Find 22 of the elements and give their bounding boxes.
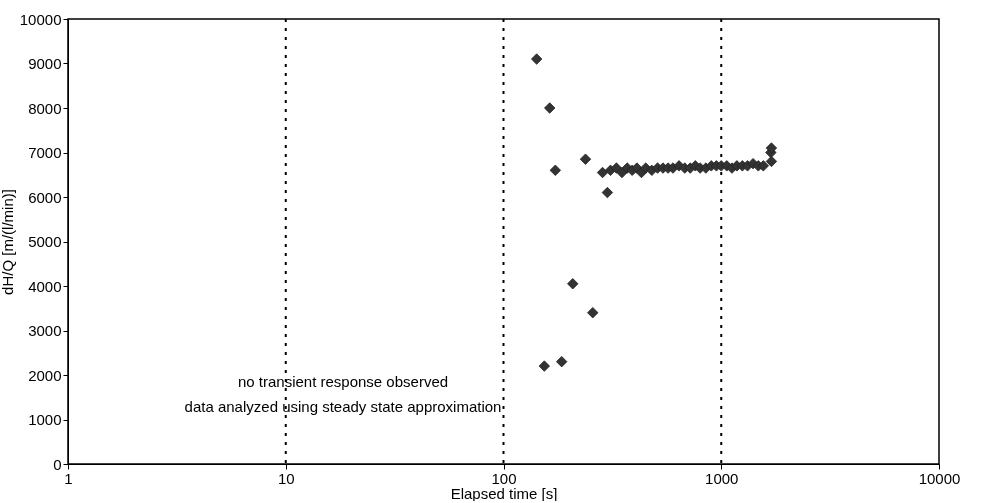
y-tick-label: 4000 [28, 277, 62, 295]
y-tick-label: 3000 [28, 322, 62, 339]
annotation: no transient response observed [237, 373, 449, 390]
point [587, 307, 599, 319]
x-tick-label: 100 [491, 469, 517, 487]
y-tick-label: 10000 [19, 10, 62, 28]
y-tick-label: 0 [53, 455, 62, 473]
x-axis-title: Elapsed time [s] [450, 484, 558, 502]
x-tick-label: 1000 [705, 469, 739, 487]
x-tick-label: 1 [64, 469, 73, 487]
y-tick-label: 5000 [28, 233, 62, 250]
x-tick-label: 10 [277, 469, 295, 487]
annotation: data analyzed using steady state approximation [184, 398, 502, 415]
y-tick-label: 1000 [28, 411, 62, 428]
point [757, 160, 769, 172]
y-tick-label: 6000 [28, 188, 62, 206]
y-tick-label: 2000 [28, 366, 62, 384]
y-tick-label: 7000 [28, 144, 62, 161]
x-tick-label: 10000 [918, 469, 961, 487]
y-tick-label: 9000 [28, 55, 62, 72]
y-tick-label: 8000 [28, 99, 62, 117]
y-axis-title: dH/Q [m/(l/min)] [0, 189, 16, 295]
